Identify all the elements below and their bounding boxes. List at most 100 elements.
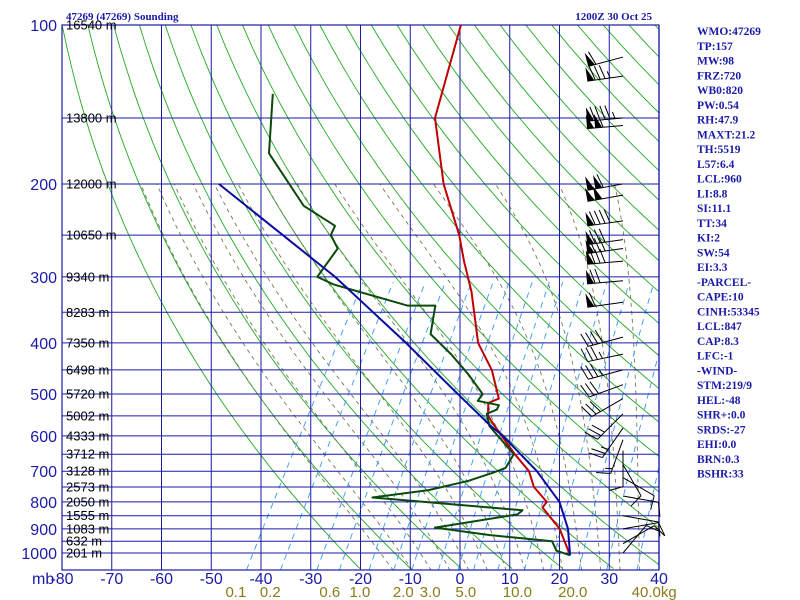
wind-barb <box>622 522 666 536</box>
stability-index-line: TT:34 <box>697 218 727 230</box>
stability-index-line: TH:5519 <box>697 144 741 156</box>
wind-barb <box>585 209 624 227</box>
stability-index-line: SW:54 <box>697 247 730 259</box>
mixing-ratio-line <box>578 282 655 570</box>
stability-index-line: EHI:0.0 <box>697 439 737 451</box>
wind-barb <box>622 464 642 507</box>
wind-barb <box>608 450 624 492</box>
height-label: 7350 m <box>66 335 109 350</box>
temperature-tick-label: 10 <box>501 571 519 588</box>
mixing-ratio-line <box>246 282 364 570</box>
sounding-profiles <box>218 25 572 557</box>
temperature-tick-label: 30 <box>600 571 618 588</box>
wind-barb <box>585 237 624 254</box>
wind-barb <box>622 477 655 510</box>
mixing-ratio-line <box>550 282 630 570</box>
wind-barb <box>580 346 624 363</box>
height-label: 1083 m <box>66 521 109 536</box>
wind-barb <box>584 413 624 440</box>
pressure-tick-label: 500 <box>30 387 57 404</box>
stability-index-line: LI:8.8 <box>697 188 728 200</box>
pressure-tick-label: 700 <box>30 464 57 481</box>
mixing-ratio-label: 5.0 <box>455 584 476 600</box>
temperature-tick-label: -60 <box>150 571 173 588</box>
stability-index-line: L57:6.4 <box>697 159 735 171</box>
dry-adiabat-line <box>62 25 361 569</box>
dewpoint-profile-line <box>268 93 571 557</box>
temperature-tick-label: 0 <box>456 571 465 588</box>
height-label: 12000 m <box>66 176 117 191</box>
moist-adiabat-line <box>433 183 583 570</box>
height-label: 10650 m <box>66 228 117 243</box>
stability-index-line: RH:47.9 <box>697 115 738 127</box>
height-label: 9340 m <box>66 269 109 284</box>
moist-adiabat-line <box>558 183 621 570</box>
wind-barb <box>588 427 624 459</box>
moist-adiabat-line <box>264 183 507 570</box>
stability-index-line: STM:219/9 <box>697 380 752 392</box>
wind-barb <box>584 51 624 67</box>
height-label: 16540 m <box>66 18 117 33</box>
height-label: 5720 m <box>66 387 109 402</box>
pressure-tick-label: 200 <box>30 177 57 194</box>
temperature-tick-label: -70 <box>100 571 123 588</box>
height-label: 201 m <box>66 546 102 561</box>
temperature-tick-label: -10 <box>399 571 422 588</box>
stability-index-line: WMO:47269 <box>697 26 761 38</box>
height-label: 632 m <box>66 534 102 549</box>
pressure-tick-label: 400 <box>30 336 57 353</box>
stability-index-line: CAPE:10 <box>697 292 744 304</box>
temperature-tick-label: 40 <box>650 571 668 588</box>
pressure-tick-label: 100 <box>30 18 57 35</box>
wind-barb <box>585 114 624 130</box>
dry-adiabat-line <box>87 25 411 569</box>
mixing-ratio-label: 0.6 <box>319 584 340 600</box>
wind-barb <box>596 439 624 474</box>
height-label: 5002 m <box>66 408 109 423</box>
wind-barb <box>585 186 624 202</box>
dry-adiabat-line <box>267 25 659 493</box>
dry-adiabat-line <box>138 25 513 569</box>
dry-adiabat-line <box>778 0 800 569</box>
wind-barb <box>585 65 624 82</box>
height-label: 1555 m <box>66 508 109 523</box>
parcel-profile-line <box>218 183 572 556</box>
wind-barb <box>580 381 624 398</box>
height-label: 3712 m <box>66 447 109 462</box>
sounding-time: 1200Z 30 Oct 25 <box>575 11 652 23</box>
moist-adiabat-line <box>379 183 564 570</box>
dry-adiabat-line <box>242 25 659 529</box>
mixing-ratio-label: 2.0 <box>393 584 414 600</box>
pressure-tick-label: 300 <box>30 270 57 287</box>
temperature-tick-label: -20 <box>349 571 372 588</box>
wind-barb <box>622 524 660 554</box>
stability-index-line: TP:157 <box>697 41 733 53</box>
stability-index-line: CINH:53345 <box>697 306 760 318</box>
moist-adiabat-line <box>140 183 394 570</box>
mixing-ratio-line <box>368 282 472 570</box>
stability-index-line: LFC:-1 <box>697 351 734 363</box>
moist-adiabat-line <box>495 183 602 570</box>
pressure-tick-label: 600 <box>30 429 57 446</box>
pressure-tick-label: 800 <box>30 495 57 512</box>
dry-adiabat-line <box>293 25 659 458</box>
temperature-tick-label: -50 <box>200 571 223 588</box>
height-label: 6498 m <box>66 362 109 377</box>
stability-index-line: CAP:8.3 <box>697 336 739 348</box>
moist-adiabat-line <box>334 183 545 570</box>
wind-barbs <box>580 51 666 554</box>
mixing-ratio-line <box>606 350 659 570</box>
dry-adiabat-line <box>164 25 563 569</box>
wind-barb <box>585 174 624 191</box>
stability-index-line: EI:3.3 <box>697 262 728 274</box>
height-label: 13800 m <box>66 110 117 125</box>
stability-index-line: WB0:820 <box>697 85 743 97</box>
mixing-ratio-label: 0.2 <box>260 584 281 600</box>
moist-adiabat-line <box>156 183 413 570</box>
mixing-ratio-label: 20.0 <box>558 584 587 600</box>
height-label: 2573 m <box>66 480 109 495</box>
station-title: 47269 (47269) Sounding <box>66 11 179 23</box>
moist-adiabat-line <box>192 183 451 570</box>
temperature-tick-label: -30 <box>299 571 322 588</box>
